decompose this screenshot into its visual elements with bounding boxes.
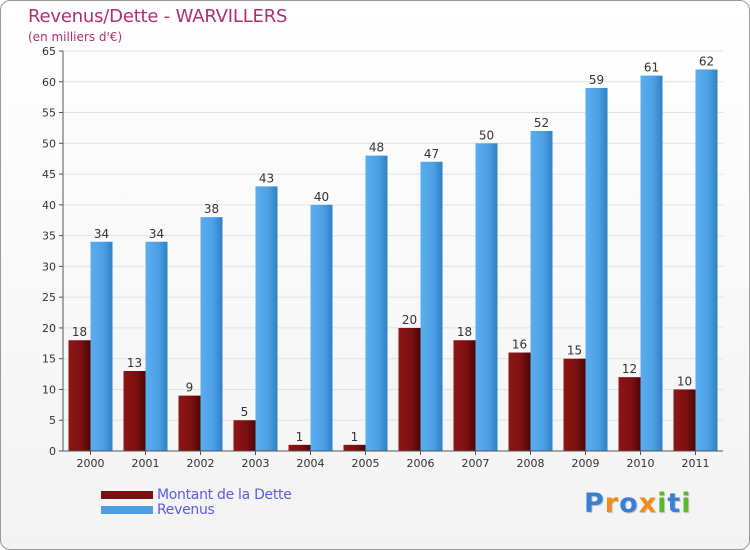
x-tick-label: 2007 xyxy=(462,457,490,470)
y-tick-label: 35 xyxy=(42,230,56,243)
y-tick-label: 30 xyxy=(42,260,56,273)
data-label: 61 xyxy=(644,61,659,75)
bar-debt xyxy=(178,395,201,451)
data-label: 50 xyxy=(479,128,494,142)
data-label: 18 xyxy=(72,325,87,339)
bar-debt xyxy=(508,352,531,451)
data-label: 38 xyxy=(204,202,219,216)
y-tick-label: 20 xyxy=(42,322,56,335)
bar-debt xyxy=(673,389,696,451)
x-tick-label: 2000 xyxy=(77,457,105,470)
y-tick-label: 55 xyxy=(42,107,56,120)
data-label: 34 xyxy=(149,227,164,241)
gridlines xyxy=(63,50,723,452)
bar-debt xyxy=(398,327,421,451)
x-tick-label: 2010 xyxy=(627,457,655,470)
bar-debt xyxy=(343,444,366,451)
bar-revenue xyxy=(530,131,553,451)
x-tick-label: 2006 xyxy=(407,457,435,470)
data-label: 40 xyxy=(314,190,329,204)
data-label: 10 xyxy=(677,374,692,388)
y-tick-label: 40 xyxy=(42,199,56,212)
data-label: 48 xyxy=(369,141,384,155)
bar-revenue xyxy=(145,241,168,451)
x-tick-label: 2008 xyxy=(517,457,545,470)
legend-swatch-debt xyxy=(101,490,153,499)
y-tick-label: 50 xyxy=(42,137,56,150)
bar-revenue xyxy=(585,87,608,451)
y-tick-label: 25 xyxy=(42,291,56,304)
data-label: 34 xyxy=(94,227,109,241)
bar-debt xyxy=(233,420,256,451)
bar-revenue xyxy=(475,143,498,452)
data-label: 18 xyxy=(457,325,472,339)
data-label: 52 xyxy=(534,116,549,130)
bar-debt xyxy=(563,358,586,451)
data-label: 59 xyxy=(589,73,604,87)
bar-debt xyxy=(453,340,476,451)
bar-revenue xyxy=(90,241,113,451)
y-tick-label: 60 xyxy=(42,76,56,89)
y-tick-label: 10 xyxy=(42,383,56,396)
proxiti-logo: Proxiti xyxy=(584,488,692,519)
logo-letter: r xyxy=(604,488,620,519)
data-label: 16 xyxy=(512,338,527,352)
logo-letter: o xyxy=(619,488,639,519)
logo-letter: i xyxy=(657,488,668,519)
legend-label-revenue: Revenus xyxy=(157,501,215,518)
y-tick-label: 15 xyxy=(42,353,56,366)
data-label: 5 xyxy=(241,405,249,419)
y-tick-label: 0 xyxy=(49,445,56,458)
bar-debt xyxy=(68,340,91,451)
legend-item-revenue: Revenus xyxy=(101,501,292,518)
data-label: 12 xyxy=(622,362,637,376)
logo-letter: x xyxy=(638,488,658,519)
bar-revenue xyxy=(695,69,718,451)
y-tick-label: 45 xyxy=(42,168,56,181)
legend-label-debt: Montant de la Dette xyxy=(157,486,292,503)
bar-revenue xyxy=(420,161,443,451)
x-tick-label: 2011 xyxy=(682,457,710,470)
data-label: 47 xyxy=(424,147,439,161)
bar-revenue xyxy=(200,217,223,451)
data-label: 1 xyxy=(351,430,359,444)
data-label: 15 xyxy=(567,344,582,358)
data-label: 43 xyxy=(259,171,274,185)
y-tick-label: 65 xyxy=(42,45,56,58)
bar-revenue xyxy=(310,204,333,451)
legend: Montant de la Dette Revenus xyxy=(101,486,292,518)
x-tick-label: 2001 xyxy=(132,457,160,470)
data-label: 62 xyxy=(699,54,714,68)
bar-revenue xyxy=(255,186,278,451)
x-tick-label: 2002 xyxy=(187,457,215,470)
legend-item-debt: Montant de la Dette xyxy=(101,486,292,503)
data-labels: 18 34 13 34 9 38 5 43 1 40 1 48 20 47 18 50 16 52 15 59 12 61… xyxy=(72,54,714,443)
data-label: 20 xyxy=(402,313,417,327)
logo-letter: i xyxy=(681,488,692,519)
data-label: 1 xyxy=(296,430,304,444)
y-axis: 0 5 10 15 20 25 30 35 40 45 50 55 60 65 xyxy=(42,45,64,458)
chart-subtitle: (en milliers d'€) xyxy=(28,30,123,44)
x-tick-label: 2005 xyxy=(352,457,380,470)
bar-revenue xyxy=(365,155,388,451)
bar-debt xyxy=(288,444,311,451)
bar-debt xyxy=(618,377,641,451)
data-label: 13 xyxy=(127,356,142,370)
bar-revenue xyxy=(640,75,663,451)
bar-debt xyxy=(123,371,146,451)
x-tick-label: 2004 xyxy=(297,457,325,470)
logo-letter: t xyxy=(667,488,682,519)
x-tick-label: 2009 xyxy=(572,457,600,470)
x-tick-label: 2003 xyxy=(242,457,270,470)
logo-letter: P xyxy=(584,488,605,519)
y-tick-label: 5 xyxy=(49,414,56,427)
chart-title: Revenus/Dette - WARVILLERS xyxy=(28,6,288,27)
legend-swatch-revenue xyxy=(101,505,153,514)
data-label: 9 xyxy=(186,381,194,395)
x-axis: 2000 2001 2002 2003 2004 2005 2006 2007 2008 2009… xyxy=(63,450,723,470)
bars xyxy=(68,69,718,452)
